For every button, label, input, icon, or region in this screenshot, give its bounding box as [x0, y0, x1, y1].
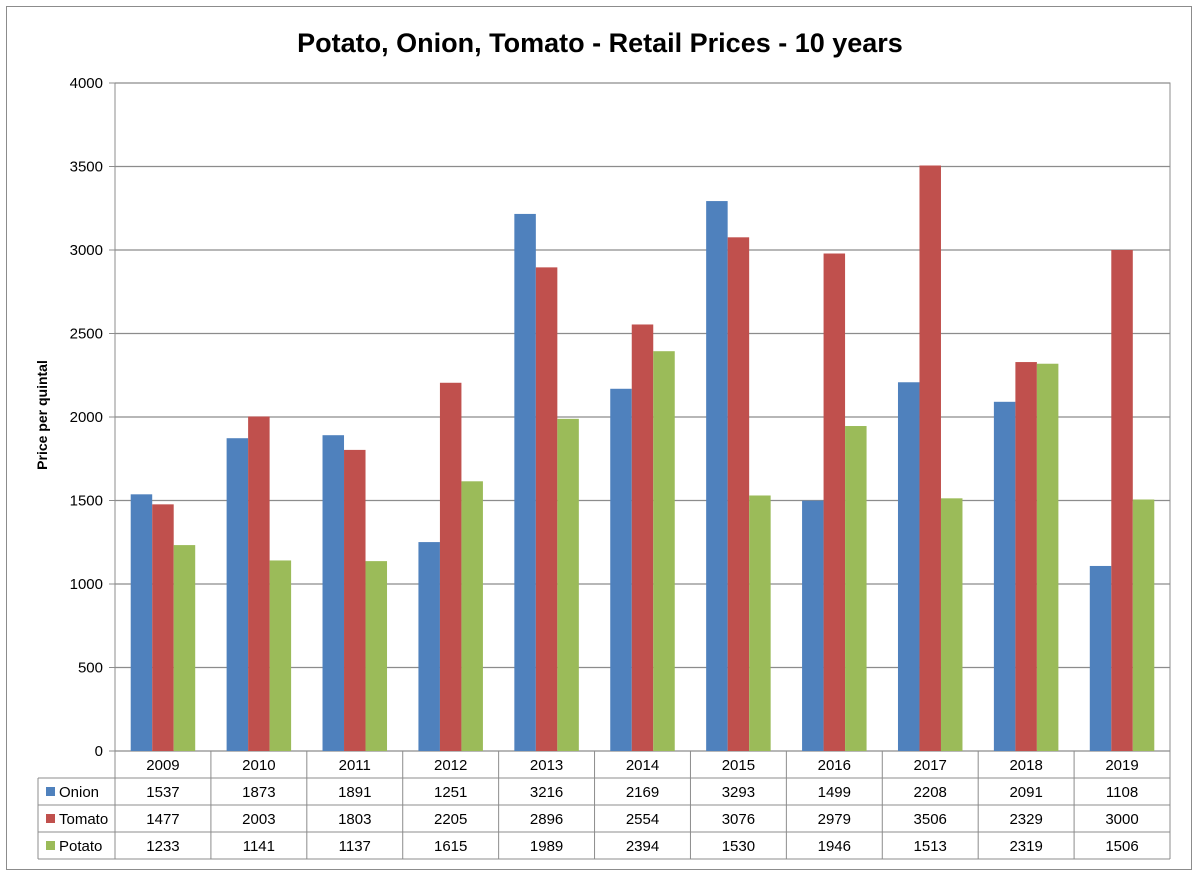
x-tick-label: 2016	[818, 757, 851, 774]
data-label: 3000	[1105, 811, 1138, 828]
data-label: 2003	[242, 811, 275, 828]
bar	[514, 213, 536, 752]
data-label: 1513	[914, 838, 947, 855]
bar	[897, 382, 920, 751]
bar	[610, 388, 632, 751]
bar	[727, 237, 750, 752]
data-label: 1615	[434, 838, 467, 855]
y-tick-label: 1000	[70, 576, 103, 593]
data-label: 1891	[338, 784, 371, 801]
y-tick-label: 1500	[70, 493, 103, 510]
data-label: 1499	[818, 784, 851, 801]
bar	[823, 253, 846, 751]
y-tick-label: 4000	[70, 75, 103, 92]
bar	[845, 426, 867, 751]
data-label: 1141	[243, 838, 275, 855]
x-tick-label: 2012	[434, 757, 467, 774]
bar	[344, 449, 366, 751]
data-label: 3216	[530, 784, 563, 801]
bar	[1036, 363, 1059, 751]
data-label: 3076	[722, 811, 755, 828]
bar	[248, 416, 270, 751]
x-tick-label: 2018	[1009, 757, 1042, 774]
y-tick-label: 0	[95, 743, 103, 760]
bar	[322, 435, 345, 751]
bar	[1111, 250, 1133, 751]
legend-label: Potato	[59, 838, 102, 855]
data-label: 3506	[914, 811, 947, 828]
bar	[557, 418, 579, 751]
bar	[226, 438, 249, 751]
data-label: 1989	[530, 838, 563, 855]
data-label: 1506	[1105, 838, 1138, 855]
bar	[631, 324, 654, 751]
y-tick-label: 500	[78, 660, 103, 677]
bar	[940, 498, 963, 751]
bar	[535, 267, 558, 751]
data-label: 2091	[1009, 784, 1042, 801]
bar	[706, 201, 728, 752]
bar	[1132, 499, 1155, 751]
data-label: 1233	[146, 838, 179, 855]
x-tick-label: 2009	[146, 757, 179, 774]
data-label: 1137	[339, 838, 371, 855]
data-label: 2896	[530, 811, 563, 828]
data-label: 2554	[626, 811, 659, 828]
y-axis-label: Price per quintal	[34, 360, 50, 470]
data-label: 2329	[1009, 811, 1042, 828]
x-tick-label: 2013	[530, 757, 563, 774]
y-tick-label: 2500	[70, 326, 103, 343]
bar	[418, 542, 440, 751]
x-tick-label: 2015	[722, 757, 755, 774]
bar	[919, 165, 941, 752]
chart-title: Potato, Onion, Tomato - Retail Prices - …	[297, 28, 903, 58]
data-label: 1530	[722, 838, 755, 855]
legend-label: Tomato	[59, 811, 108, 828]
data-label: 1803	[338, 811, 371, 828]
data-label: 2319	[1009, 838, 1042, 855]
bar	[749, 495, 771, 751]
bar	[653, 351, 675, 751]
bar	[439, 382, 462, 751]
data-label: 1477	[146, 811, 179, 828]
data-label: 1108	[1106, 784, 1138, 801]
bar	[130, 494, 153, 751]
bar	[152, 504, 174, 751]
y-tick-label: 3000	[70, 242, 103, 259]
bar	[461, 481, 483, 751]
bar	[993, 401, 1016, 751]
bar	[1015, 362, 1037, 751]
legend-key	[46, 841, 55, 850]
y-tick-label: 2000	[70, 409, 103, 426]
data-label: 1873	[242, 784, 275, 801]
data-label: 2979	[818, 811, 851, 828]
legend-key	[46, 787, 55, 796]
legend-label: Onion	[59, 784, 99, 801]
x-tick-label: 2011	[339, 757, 371, 774]
data-label: 1946	[818, 838, 851, 855]
data-label: 2208	[914, 784, 947, 801]
data-label: 2205	[434, 811, 467, 828]
data-label: 3293	[722, 784, 755, 801]
x-tick-label: 2014	[626, 757, 659, 774]
data-label: 1537	[146, 784, 179, 801]
data-label: 2169	[626, 784, 659, 801]
bar	[269, 560, 292, 751]
x-tick-label: 2017	[914, 757, 947, 774]
data-label: 1251	[434, 784, 467, 801]
legend-key	[46, 814, 55, 823]
bar	[1089, 565, 1112, 751]
bar	[173, 545, 196, 751]
x-tick-label: 2010	[242, 757, 275, 774]
bar	[365, 561, 388, 751]
y-tick-label: 3500	[70, 159, 103, 176]
bar	[802, 500, 824, 751]
x-tick-label: 2019	[1105, 757, 1138, 774]
data-label: 2394	[626, 838, 659, 855]
